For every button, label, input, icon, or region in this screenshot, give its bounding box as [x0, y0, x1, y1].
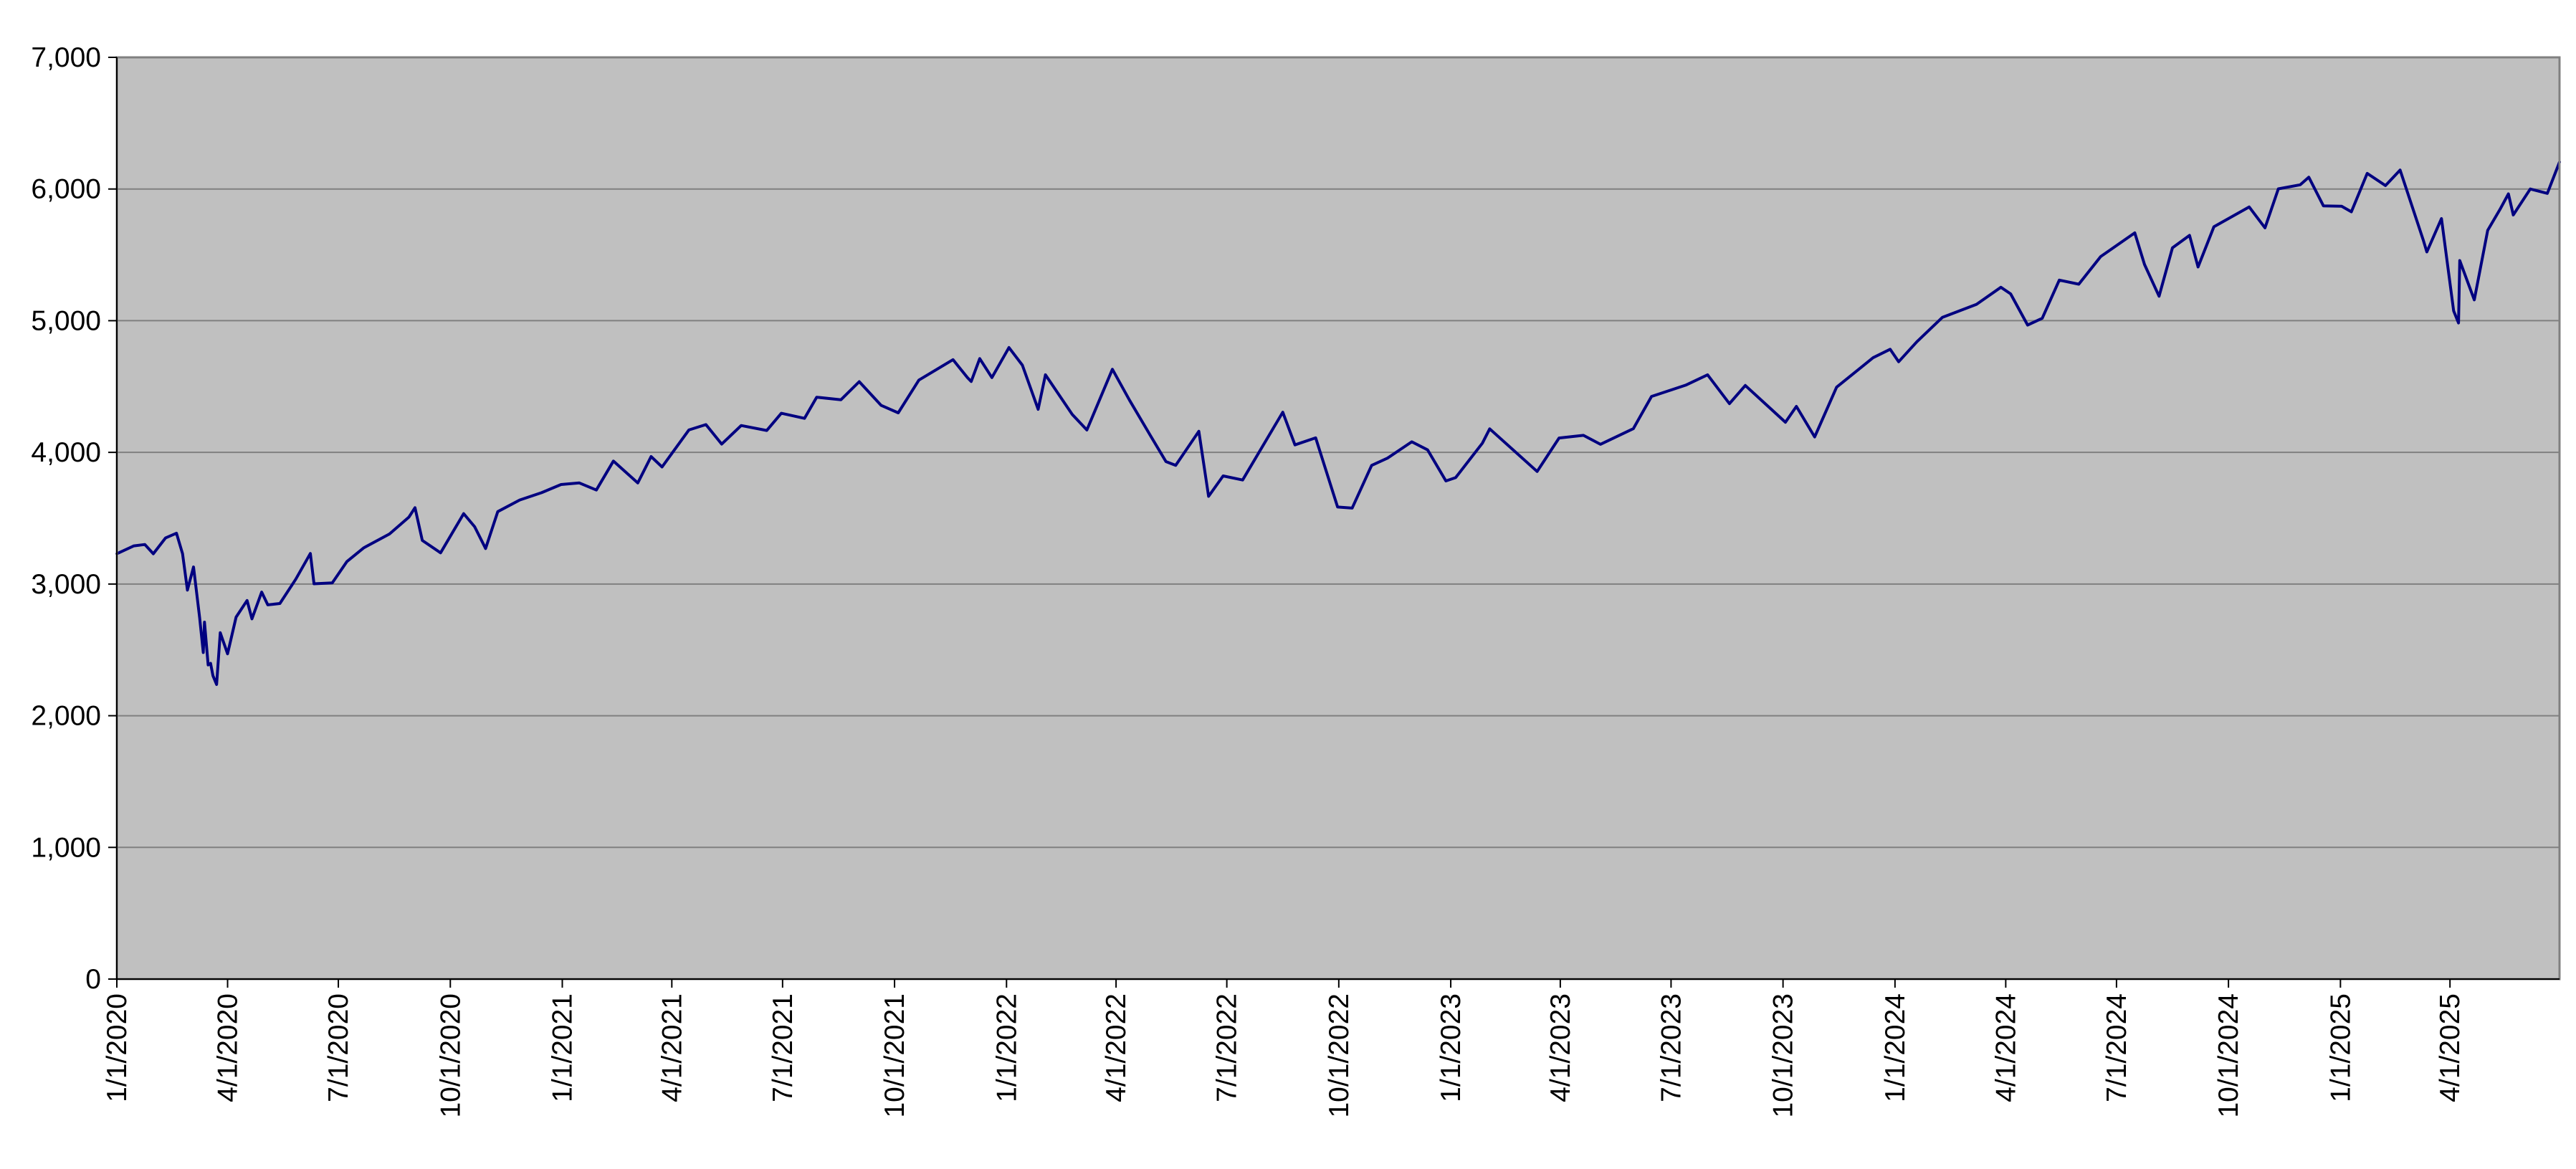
- x-tick-label: 7/1/2022: [1212, 993, 1243, 1102]
- x-tick-label: 10/1/2023: [1768, 993, 1799, 1118]
- x-tick-label: 4/1/2024: [1990, 993, 2021, 1102]
- series-line: [115, 161, 2561, 686]
- series-group: [115, 161, 2561, 686]
- x-tick-label: 4/1/2021: [657, 993, 687, 1102]
- x-tick-label: 7/1/2021: [768, 993, 798, 1102]
- y-axis: 0 1,000 2,000 3,000 4,000 5,000 6,000 7,000: [31, 42, 118, 995]
- y-tick-label: 2,000: [31, 701, 101, 732]
- x-tick-label: 1/1/2023: [1436, 993, 1466, 1102]
- x-tick-label: 1/1/2024: [1880, 993, 1911, 1102]
- x-tick-label: 1/1/2021: [547, 993, 578, 1102]
- x-tick-label: 1/1/2020: [102, 993, 133, 1102]
- y-tick-label: 4,000: [31, 437, 101, 468]
- y-tick-label: 1,000: [31, 832, 101, 863]
- y-tick-label: 7,000: [31, 42, 101, 73]
- x-tick-label: 4/1/2023: [1545, 993, 1576, 1102]
- x-tick-label: 1/1/2025: [2325, 993, 2356, 1102]
- x-tick-label: 4/1/2025: [2435, 993, 2466, 1102]
- x-tick-label: 7/1/2020: [323, 993, 354, 1102]
- x-tick-label: 7/1/2024: [2102, 993, 2132, 1102]
- x-tick-label: 1/1/2022: [991, 993, 1022, 1102]
- x-tick-label: 10/1/2020: [435, 993, 466, 1118]
- plot-area: [117, 57, 2560, 979]
- x-tick-label: 10/1/2021: [879, 993, 910, 1118]
- x-tick-label: 7/1/2023: [1656, 993, 1687, 1102]
- y-tick-label: 0: [85, 964, 101, 995]
- x-tick-label: 4/1/2020: [213, 993, 244, 1102]
- x-tick-label: 4/1/2022: [1101, 993, 1132, 1102]
- gridlines: [117, 188, 2560, 849]
- y-tick-label: 6,000: [31, 174, 101, 205]
- y-tick-label: 3,000: [31, 569, 101, 600]
- x-axis: 1/1/2020 4/1/2020 7/1/2020 10/1/2020 1/1/202…: [102, 978, 2560, 1118]
- x-tick-label: 10/1/2022: [1324, 993, 1355, 1118]
- x-tick-label: 10/1/2024: [2213, 993, 2244, 1118]
- y-tick-label: 5,000: [31, 305, 101, 336]
